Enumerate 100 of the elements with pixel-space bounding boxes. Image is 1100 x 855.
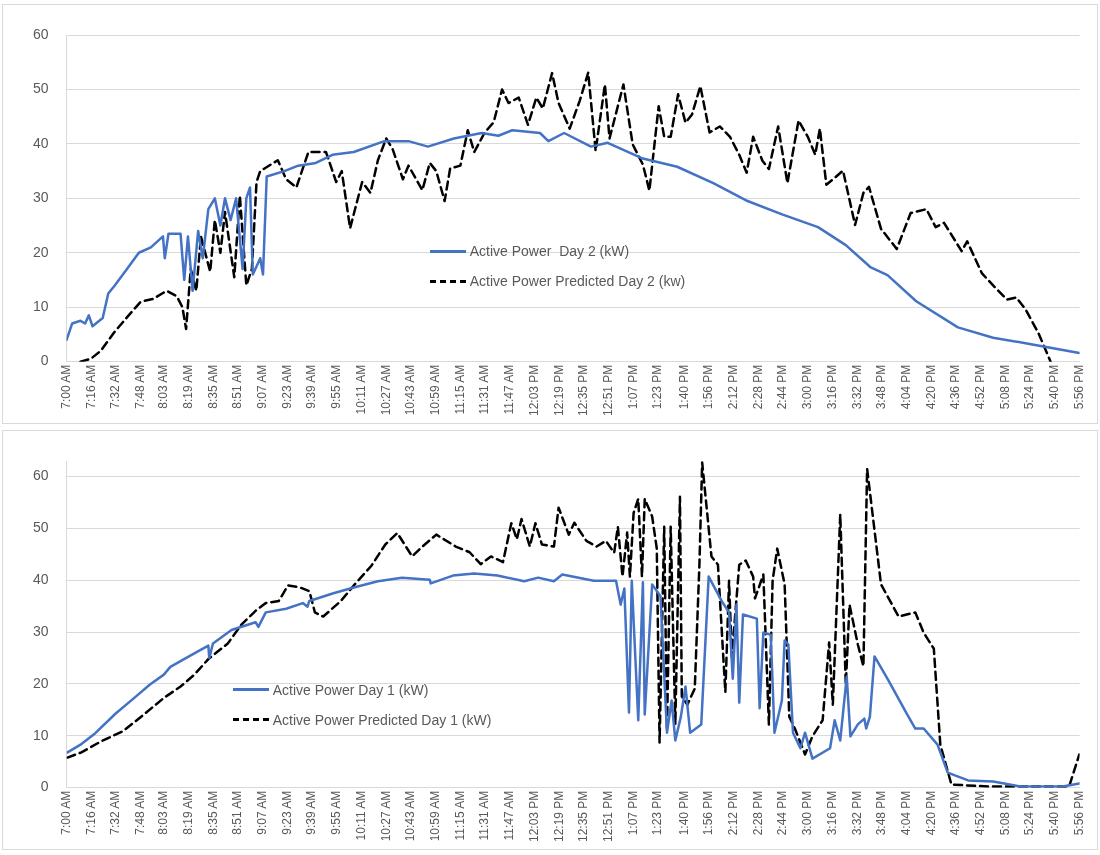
- x-tick-label: 1:07 PM: [625, 364, 640, 410]
- x-tick-label: 7:16 AM: [83, 364, 98, 409]
- y-tick-label: 30: [32, 189, 49, 206]
- x-tick-label: 7:32 AM: [108, 790, 123, 835]
- x-tick-label: 5:56 PM: [1071, 364, 1086, 410]
- x-tick-label: 5:40 PM: [1047, 364, 1062, 410]
- x-tick-label: 9:23 AM: [279, 790, 294, 835]
- x-tick-label: 1:56 PM: [701, 790, 716, 836]
- x-tick-label: 12:03 PM: [526, 364, 541, 417]
- x-tick-label: 8:35 AM: [205, 790, 220, 835]
- x-tick-label: 5:08 PM: [997, 790, 1012, 836]
- x-tick-label: 11:47 AM: [502, 364, 517, 415]
- y-tick-label: 10: [32, 726, 49, 743]
- x-tick-label: 8:03 AM: [156, 790, 171, 835]
- x-tick-label: 3:48 PM: [874, 790, 889, 836]
- x-tick-label: 4:36 PM: [948, 790, 963, 836]
- y-tick-label: 20: [32, 674, 49, 691]
- x-tick-label: 1:07 PM: [625, 790, 640, 836]
- x-tick-label: 11:15 AM: [452, 364, 467, 415]
- x-tick-label: 10:11 AM: [353, 790, 368, 841]
- y-tick-label: 50: [32, 519, 49, 536]
- x-tick-label: 1:40 PM: [676, 364, 691, 410]
- x-tick-label: 12:03 PM: [526, 790, 541, 843]
- legend-label: Active Power Predicted Day 1 (kW): [272, 711, 492, 728]
- x-tick-label: 9:23 AM: [279, 364, 294, 409]
- x-tick-label: 4:20 PM: [923, 364, 938, 410]
- x-tick-label: 7:32 AM: [108, 364, 123, 409]
- legend-label: Active Power Predicted Day 2 (kw): [469, 273, 686, 290]
- y-tick-label: 30: [32, 622, 49, 639]
- x-tick-label: 11:31 AM: [477, 364, 492, 415]
- x-tick-label: 7:48 AM: [133, 364, 148, 409]
- line-series: [79, 71, 1052, 362]
- y-tick-label: 20: [32, 243, 49, 260]
- x-tick-label: 2:28 PM: [750, 364, 765, 410]
- x-tick-label: 12:35 PM: [576, 364, 591, 417]
- x-tick-label: 4:04 PM: [898, 364, 913, 410]
- x-tick-label: 4:20 PM: [923, 790, 938, 836]
- x-tick-label: 2:12 PM: [726, 364, 740, 410]
- x-tick-label: 12:51 PM: [600, 364, 615, 417]
- y-tick-label: 0: [40, 778, 49, 795]
- x-tick-label: 11:31 AM: [477, 790, 492, 841]
- y-tick-label: 60: [32, 25, 49, 42]
- x-tick-label: 4:52 PM: [973, 364, 988, 410]
- x-tick-label: 5:40 PM: [1047, 790, 1062, 836]
- x-tick-label: 9:55 AM: [329, 364, 344, 409]
- x-tick-label: 4:36 PM: [948, 364, 963, 410]
- x-tick-label: 10:59 AM: [427, 790, 442, 842]
- x-tick-label: 9:55 AM: [329, 790, 344, 835]
- y-tick-label: 40: [32, 134, 49, 151]
- x-tick-label: 4:52 PM: [973, 790, 988, 836]
- x-tick-label: 3:48 PM: [874, 364, 889, 410]
- x-tick-label: 2:44 PM: [775, 364, 790, 410]
- x-tick-label: 9:07 AM: [255, 364, 270, 409]
- x-tick-label: 8:35 AM: [205, 364, 220, 409]
- x-tick-label: 1:23 PM: [650, 364, 665, 410]
- x-tick-label: 10:43 AM: [403, 790, 418, 842]
- x-tick-label: 3:16 PM: [824, 790, 839, 836]
- x-tick-label: 3:00 PM: [800, 364, 815, 410]
- x-tick-label: 2:12 PM: [726, 790, 740, 836]
- x-tick-label: 5:24 PM: [1022, 364, 1037, 410]
- y-tick-label: 60: [32, 467, 49, 484]
- x-tick-label: 9:39 AM: [304, 364, 319, 409]
- legend-label: Active Power Day 1 (kW): [272, 681, 429, 698]
- x-tick-label: 10:27 AM: [378, 364, 393, 416]
- x-tick-label: 2:44 PM: [775, 790, 790, 836]
- x-tick-label: 7:48 AM: [133, 790, 148, 835]
- x-tick-label: 3:32 PM: [849, 364, 864, 410]
- legend-label: Active Power Day 2 (kW): [469, 243, 630, 260]
- x-tick-label: 3:16 PM: [824, 364, 839, 410]
- x-tick-label: 10:59 AM: [427, 364, 442, 416]
- x-tick-label: 8:51 AM: [230, 790, 245, 835]
- x-tick-label: 10:11 AM: [353, 364, 368, 415]
- x-tick-label: 5:24 PM: [1022, 790, 1037, 836]
- x-tick-label: 12:35 PM: [576, 790, 591, 843]
- x-tick-label: 11:47 AM: [502, 790, 517, 841]
- x-tick-label: 7:16 AM: [83, 790, 98, 835]
- y-tick-label: 0: [40, 352, 49, 369]
- x-tick-label: 1:40 PM: [676, 790, 691, 836]
- x-tick-label: 1:23 PM: [650, 790, 665, 836]
- y-tick-label: 10: [32, 298, 49, 315]
- x-tick-label: 3:32 PM: [849, 790, 864, 836]
- x-tick-label: 9:39 AM: [304, 790, 319, 835]
- x-tick-label: 8:03 AM: [156, 364, 171, 409]
- x-tick-label: 5:08 PM: [997, 364, 1012, 410]
- x-tick-label: 10:27 AM: [378, 790, 393, 842]
- y-tick-label: 50: [32, 80, 49, 97]
- x-tick-label: 8:51 AM: [230, 364, 245, 409]
- x-tick-label: 11:15 AM: [452, 790, 467, 841]
- y-tick-label: 40: [32, 571, 49, 588]
- x-tick-label: 12:19 PM: [551, 364, 566, 417]
- x-tick-label: 12:19 PM: [551, 790, 566, 843]
- line-series: [66, 461, 1080, 788]
- x-tick-label: 8:19 AM: [180, 364, 195, 409]
- x-tick-label: 4:04 PM: [898, 790, 913, 836]
- x-tick-label: 7:00 AM: [58, 364, 73, 409]
- x-tick-label: 2:28 PM: [750, 790, 765, 836]
- x-tick-label: 5:56 PM: [1071, 790, 1086, 836]
- x-tick-label: 7:00 AM: [58, 790, 73, 835]
- x-tick-label: 10:43 AM: [403, 364, 418, 416]
- x-tick-label: 12:51 PM: [600, 790, 615, 843]
